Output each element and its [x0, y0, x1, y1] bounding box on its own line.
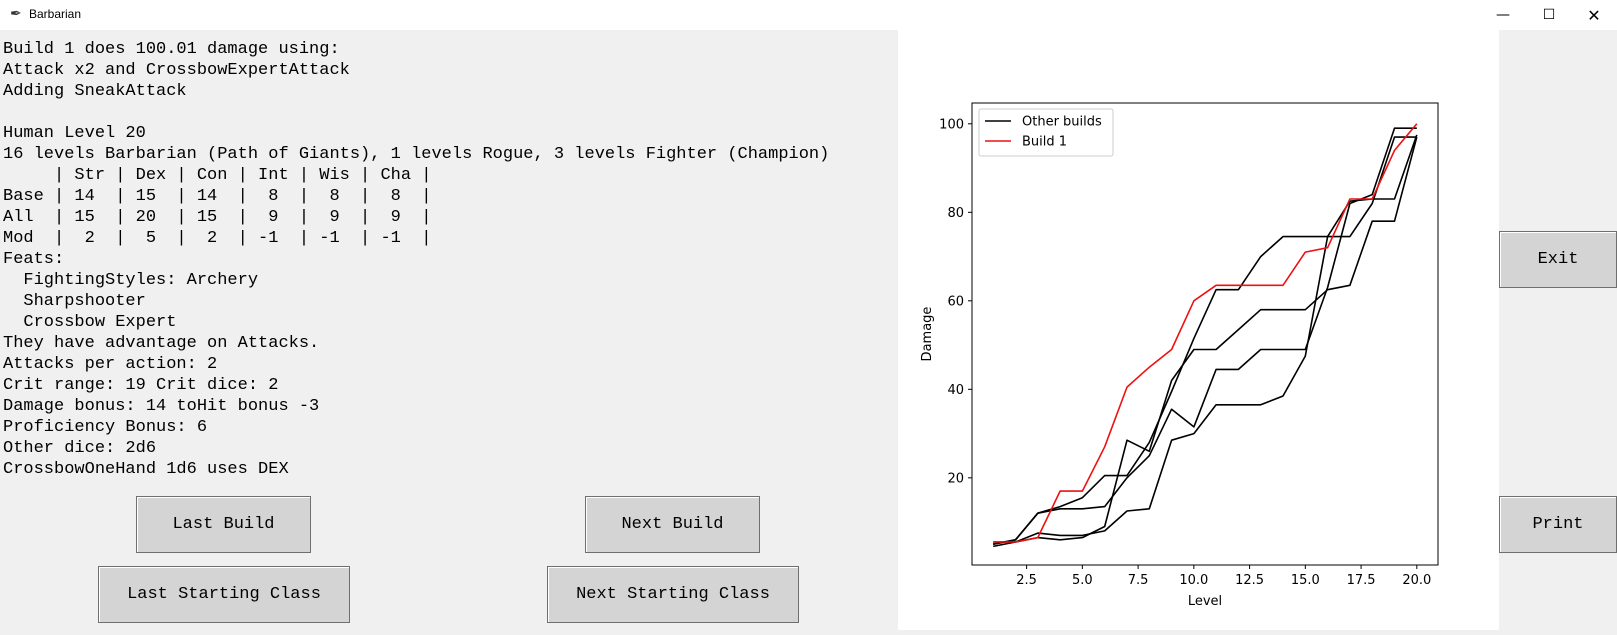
damage-chart: 2.5 5.0 7.5 10.0 12.5 15.0 17.5 20.0 20 40 60 80 100… [920, 102, 1439, 609]
last-build-button[interactable]: Last Build [136, 496, 311, 553]
build-info-text: Build 1 does 100.01 damage using: Attack… [3, 39, 829, 480]
x-tick-label: 15.0 [1291, 573, 1320, 588]
info-line: Proficiency Bonus: 6 [3, 418, 208, 437]
info-line: Crit range: 19 Crit dice: 2 [3, 376, 279, 395]
y-axis-label: Damage [920, 307, 935, 362]
maximize-button[interactable]: ☐ [1542, 7, 1556, 23]
x-tick-label: 5.0 [1072, 573, 1093, 588]
stats-all-line: All | 15 | 20 | 15 | 9 | 9 | 9 | [3, 208, 432, 227]
x-tick-label: 17.5 [1347, 573, 1376, 588]
info-line: Attack x2 and CrossbowExpertAttack [3, 61, 350, 80]
legend-label-build-1: Build 1 [1022, 135, 1067, 150]
y-tick-label: 60 [947, 294, 964, 309]
build-info-panel: Build 1 does 100.01 damage using: Attack… [0, 30, 898, 630]
legend-label-other-builds: Other builds [1022, 115, 1102, 130]
info-line: Feats: [3, 250, 65, 269]
info-line: CrossbowOneHand 1d6 uses DEX [3, 460, 289, 479]
axes-frame [971, 102, 1439, 566]
info-line: Crossbow Expert [3, 313, 177, 332]
exit-button[interactable]: Exit [1499, 231, 1617, 288]
series-line-2 [993, 136, 1418, 548]
minimize-button[interactable]: — [1496, 7, 1510, 23]
y-tick-label: 20 [947, 471, 964, 486]
stats-mod-line: Mod | 2 | 5 | 2 | -1 | -1 | -1 | [3, 229, 432, 248]
feather-icon: ✒ [10, 6, 22, 22]
info-line: FightingStyles: Archery [3, 271, 259, 290]
y-tick-label: 100 [939, 117, 964, 132]
series-line-3 [993, 134, 1418, 543]
window-title: Barbarian [29, 7, 82, 21]
x-tick-label: 20.0 [1402, 573, 1431, 588]
info-line: 16 levels Barbarian (Path of Giants), 1 … [3, 145, 830, 164]
info-line: Damage bonus: 14 toHit bonus -3 [3, 397, 320, 416]
info-line: They have advantage on Attacks. [3, 334, 320, 353]
legend: Other builds Build 1 [978, 108, 1114, 157]
next-starting-class-button[interactable]: Next Starting Class [547, 566, 799, 623]
y-tick-label: 40 [947, 383, 964, 398]
series-line-4 [993, 136, 1417, 545]
series-line-5 [993, 123, 1418, 543]
last-starting-class-button[interactable]: Last Starting Class [98, 566, 350, 623]
info-line: Adding SneakAttack [3, 82, 187, 101]
plot-canvas: 2.5 5.0 7.5 10.0 12.5 15.0 17.5 20.0 20 40 60 80 100… [898, 30, 1499, 630]
series-line-1 [993, 127, 1417, 545]
print-button[interactable]: Print [1499, 496, 1617, 553]
x-tick-label: 10.0 [1179, 573, 1208, 588]
info-line: Attacks per action: 2 [3, 355, 218, 374]
title-bar: ✒ Barbarian — ☐ ✕ [0, 0, 1617, 30]
stats-base-line: Base | 14 | 15 | 14 | 8 | 8 | 8 | [3, 187, 432, 206]
stats-header-line: | Str | Dex | Con | Int | Wis | Cha | [3, 166, 432, 185]
legend-frame [978, 108, 1114, 157]
y-tick-label: 80 [947, 206, 964, 221]
close-button[interactable]: ✕ [1587, 5, 1601, 25]
next-build-button[interactable]: Next Build [585, 496, 760, 553]
info-line: Build 1 does 100.01 damage using: [3, 40, 340, 59]
x-tick-label: 12.5 [1235, 573, 1264, 588]
info-line: Human Level 20 [3, 124, 146, 143]
info-line: Other dice: 2d6 [3, 439, 157, 458]
x-tick-label: 2.5 [1016, 573, 1037, 588]
info-line: Sharpshooter [3, 292, 146, 311]
x-axis-label: Level [1188, 594, 1222, 609]
x-tick-label: 7.5 [1128, 573, 1149, 588]
